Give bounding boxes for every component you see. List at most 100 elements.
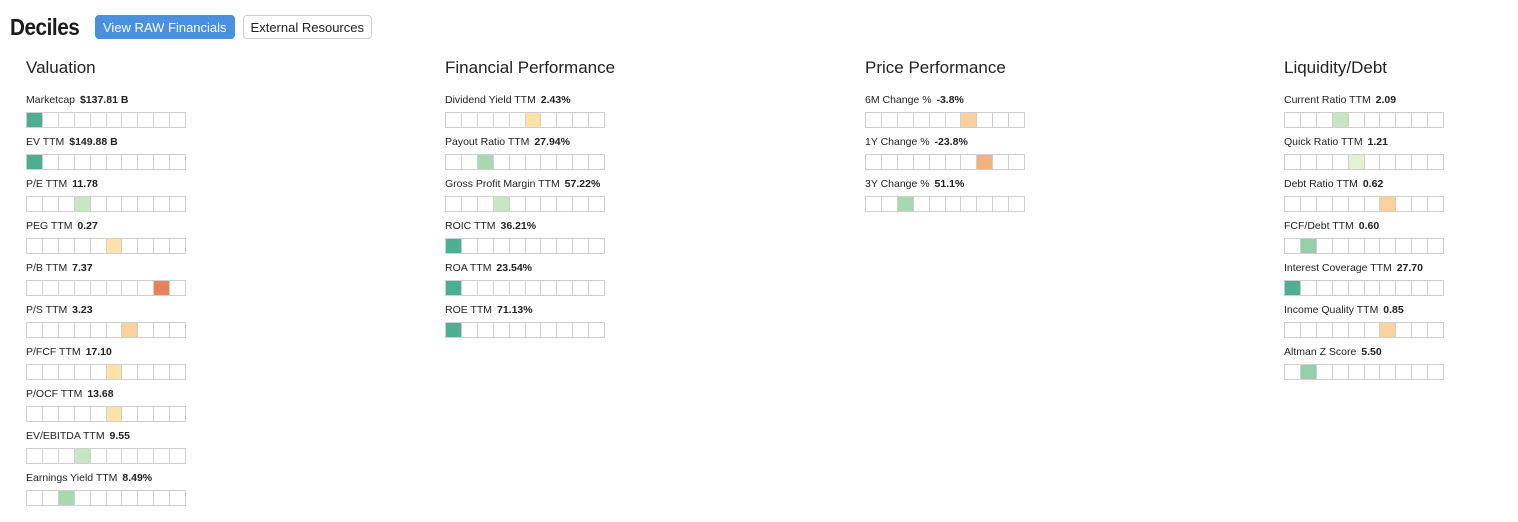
metric-name: 6M Change % xyxy=(865,94,932,106)
metric-row: P/E TTM 11.78 xyxy=(26,178,266,220)
metric-value: 13.68 xyxy=(87,388,114,400)
decile-cell xyxy=(42,449,59,463)
metric-value: 23.54% xyxy=(496,262,533,274)
metric-name: Marketcap xyxy=(26,94,76,106)
metric-row: Quick Ratio TTM 1.21 xyxy=(1284,136,1518,178)
decile-cell xyxy=(1316,323,1333,337)
decile-cell xyxy=(58,155,75,169)
decile-cell xyxy=(74,281,91,295)
decile-cell xyxy=(477,281,494,295)
metric-row: 1Y Change % -23.8% xyxy=(865,136,1105,178)
decile-cell xyxy=(1364,323,1381,337)
decile-cell xyxy=(1364,281,1381,295)
decile-cell xyxy=(90,449,107,463)
decile-cell xyxy=(525,239,542,253)
decile-cell xyxy=(27,239,43,253)
decile-cell xyxy=(90,281,107,295)
decile-bar xyxy=(26,490,187,506)
decile-bar xyxy=(1284,322,1445,338)
metric-label: FCF/Debt TTM 0.60 xyxy=(1284,220,1518,232)
metric-value: 71.13% xyxy=(496,304,533,316)
decile-cell xyxy=(138,365,155,379)
decile-cell xyxy=(74,113,91,127)
decile-cell xyxy=(27,407,43,421)
decile-cell xyxy=(525,155,542,169)
decile-cell xyxy=(1380,365,1397,379)
decile-cell xyxy=(1285,155,1301,169)
metric-row: Earnings Yield TTM 8.49% xyxy=(26,472,266,514)
decile-cell xyxy=(945,155,962,169)
decile-cell xyxy=(1316,281,1333,295)
decile-cell xyxy=(929,197,946,211)
metric-name: ROE TTM xyxy=(445,304,493,316)
decile-cell xyxy=(170,449,187,463)
decile-cell xyxy=(446,323,462,337)
decile-cell xyxy=(58,365,75,379)
decile-bar xyxy=(26,238,187,254)
decile-bar xyxy=(26,112,187,128)
decile-bar xyxy=(26,280,187,296)
metric-label: Quick Ratio TTM 1.21 xyxy=(1284,136,1518,148)
decile-cell xyxy=(1364,197,1381,211)
decile-cell xyxy=(154,365,171,379)
view-raw-financials-button[interactable]: View RAW Financials xyxy=(95,15,235,39)
decile-cell xyxy=(961,197,978,211)
metric-row: EV/EBITDA TTM 9.55 xyxy=(26,430,266,472)
decile-cell xyxy=(58,407,75,421)
decile-cell xyxy=(1332,113,1349,127)
metric-label: Current Ratio TTM 2.09 xyxy=(1284,94,1518,106)
metric-row: ROA TTM 23.54% xyxy=(445,262,685,304)
external-resources-button[interactable]: External Resources xyxy=(242,15,372,39)
decile-cell xyxy=(170,281,187,295)
metric-value: 1.21 xyxy=(1367,136,1388,148)
metric-name: ROA TTM xyxy=(445,262,492,274)
decile-cell xyxy=(541,239,558,253)
decile-cell xyxy=(477,113,494,127)
decile-cell xyxy=(866,155,882,169)
decile-cell xyxy=(977,113,994,127)
decile-bar xyxy=(445,196,606,212)
decile-cell xyxy=(170,197,187,211)
decile-cell xyxy=(154,407,171,421)
decile-cell xyxy=(557,281,574,295)
decile-bar xyxy=(26,406,187,422)
decile-bar xyxy=(1284,364,1445,380)
metric-row: ROE TTM 71.13% xyxy=(445,304,685,346)
decile-bar xyxy=(1284,154,1445,170)
metric-label: 3Y Change % 51.1% xyxy=(865,178,1105,190)
metric-value: -3.8% xyxy=(936,94,964,106)
decile-cell xyxy=(1396,113,1413,127)
decile-cell xyxy=(913,155,930,169)
metric-label: Income Quality TTM 0.85 xyxy=(1284,304,1518,316)
metric-value: 0.60 xyxy=(1358,220,1380,232)
metric-label: Interest Coverage TTM 27.70 xyxy=(1284,262,1518,274)
decile-cell xyxy=(90,407,107,421)
decile-cell xyxy=(1380,113,1397,127)
column-title: Valuation xyxy=(26,58,96,77)
decile-cell xyxy=(74,323,91,337)
decile-cell xyxy=(90,323,107,337)
decile-cell xyxy=(74,197,91,211)
decile-cell xyxy=(1009,155,1026,169)
decile-bar xyxy=(445,322,606,338)
decile-cell xyxy=(573,113,590,127)
metric-value: -23.8% xyxy=(934,136,968,148)
metric-label: Altman Z Score 5.50 xyxy=(1284,346,1518,358)
decile-cell xyxy=(993,155,1010,169)
metric-label: ROIC TTM 36.21% xyxy=(445,220,685,232)
decile-cell xyxy=(493,323,510,337)
metric-name: Earnings Yield TTM xyxy=(26,472,118,484)
decile-cell xyxy=(42,113,59,127)
decile-cell xyxy=(106,491,123,505)
decile-cell xyxy=(1316,113,1333,127)
decile-cell xyxy=(897,113,914,127)
metric-name: Gross Profit Margin TTM xyxy=(445,178,560,190)
column-title: Liquidity/Debt xyxy=(1284,58,1388,77)
metric-name: Current Ratio TTM xyxy=(1284,94,1371,106)
metric-row: EV TTM $149.88 B xyxy=(26,136,266,178)
decile-cell xyxy=(589,281,606,295)
decile-cell xyxy=(42,281,59,295)
decile-cell xyxy=(461,239,478,253)
metric-label: P/B TTM 7.37 xyxy=(26,262,266,274)
decile-cell xyxy=(1364,155,1381,169)
